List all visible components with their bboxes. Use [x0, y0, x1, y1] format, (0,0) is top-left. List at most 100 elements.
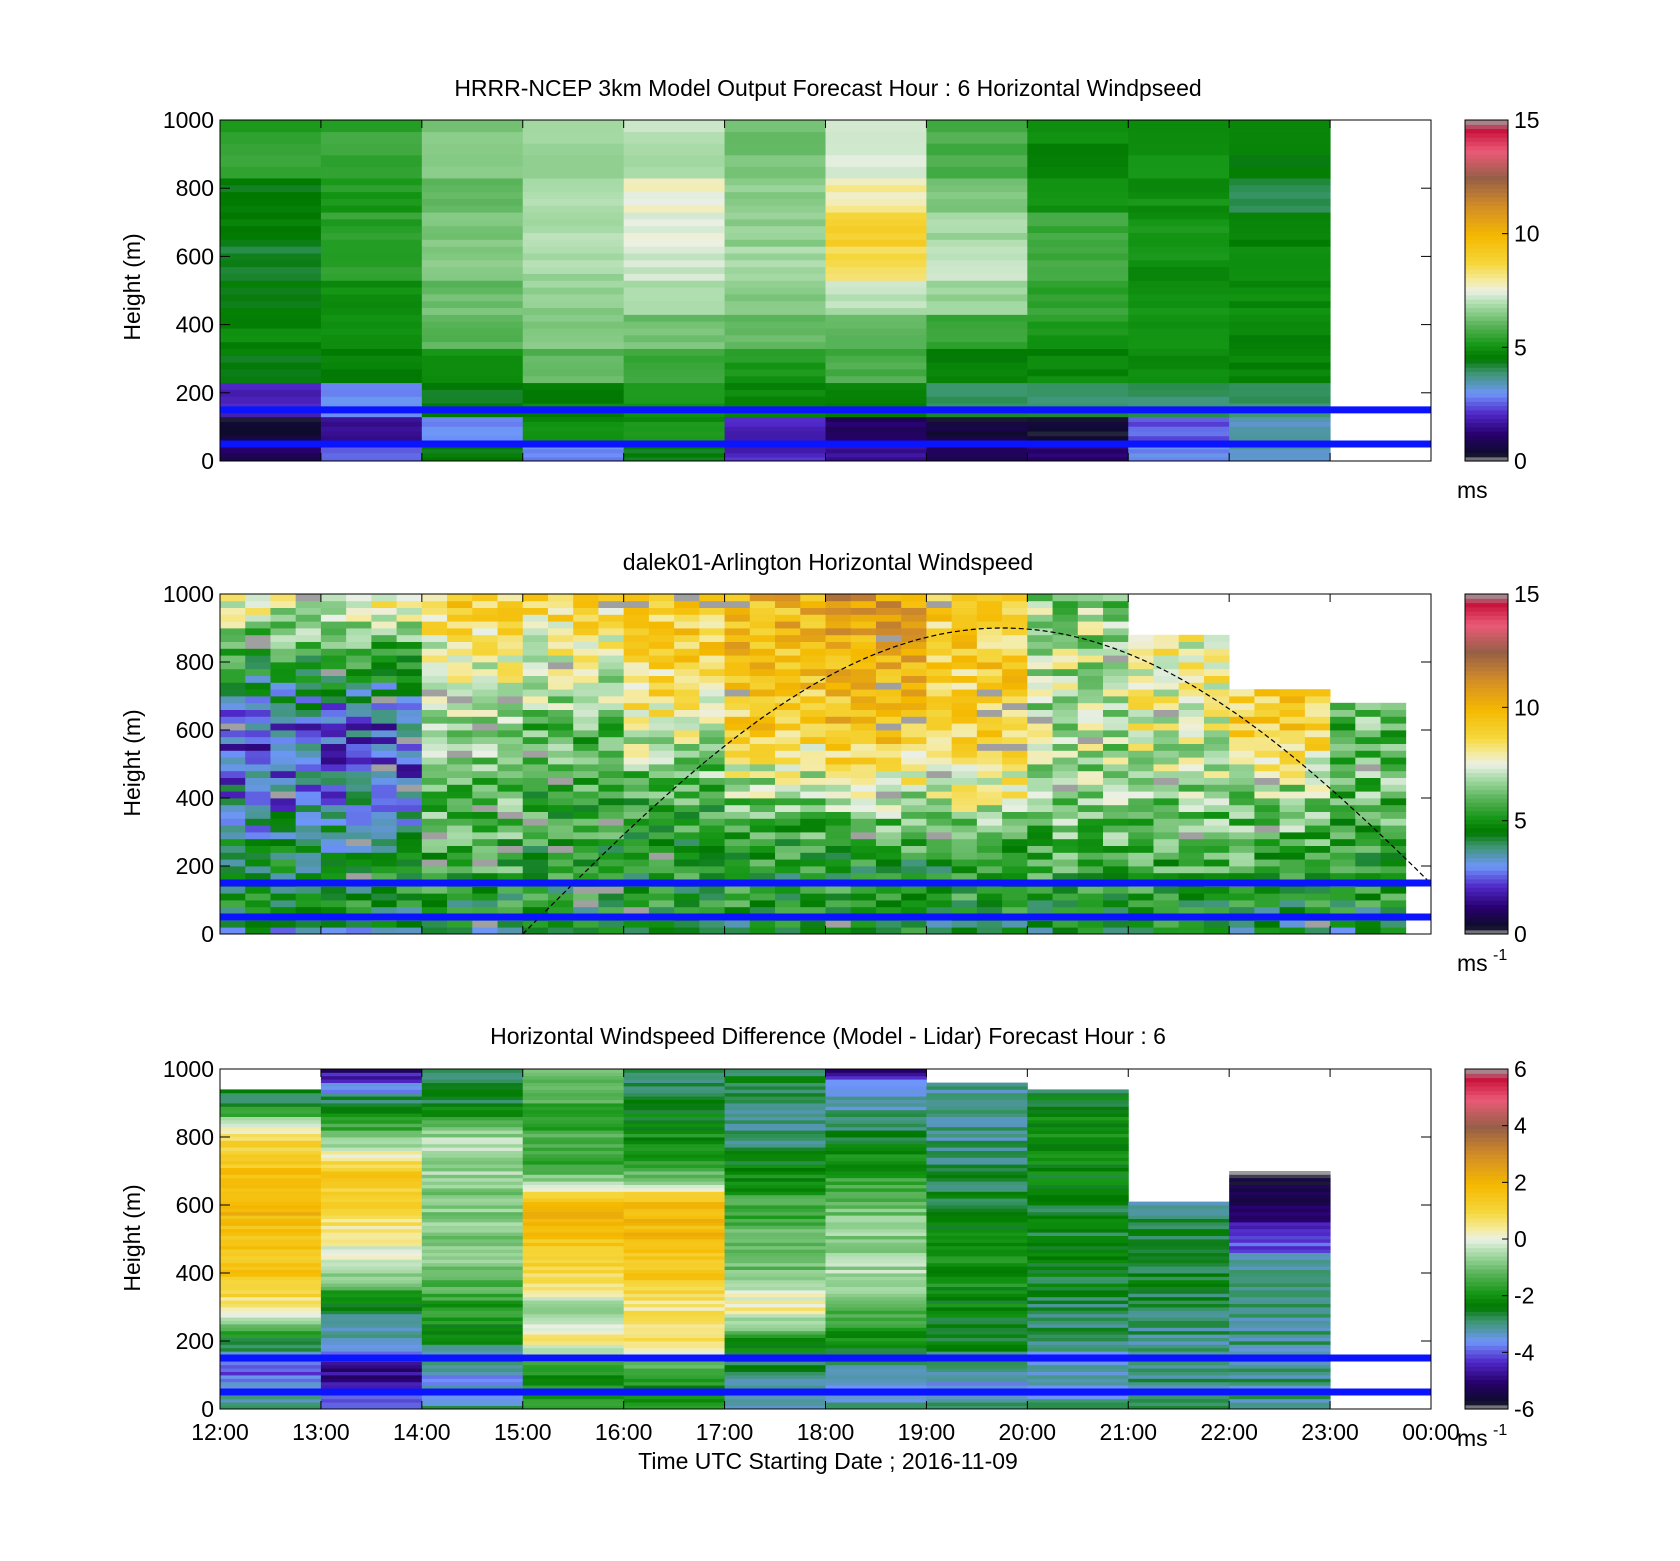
heatmap-cell	[497, 750, 524, 758]
heatmap-cell	[270, 920, 297, 928]
heatmap-cell	[901, 811, 927, 819]
heatmap-cell	[1103, 757, 1129, 765]
heatmap-cell	[371, 696, 398, 704]
heatmap-cell	[421, 1160, 524, 1165]
heatmap-cell	[1355, 770, 1381, 778]
heatmap-cell	[547, 750, 574, 758]
heatmap-cell	[926, 634, 953, 642]
heatmap-cell	[648, 648, 675, 656]
y-tick-label: 600	[176, 1192, 214, 1218]
heatmap-cell	[421, 300, 524, 309]
heatmap-cell	[1002, 607, 1028, 615]
heatmap-cell	[926, 764, 953, 772]
heatmap-cell	[1103, 723, 1129, 731]
heatmap-cell	[421, 1194, 524, 1199]
heatmap-cell	[1203, 900, 1230, 908]
heatmap-cell	[724, 1262, 826, 1267]
heatmap-cell	[926, 1167, 1028, 1172]
heatmap-cell	[371, 757, 398, 765]
heatmap-cell	[1103, 614, 1129, 622]
colorbar-swatch	[1465, 900, 1508, 905]
heatmap-cell	[421, 1092, 524, 1097]
colorbar-swatch	[1465, 1281, 1508, 1287]
heatmap-cell	[926, 804, 953, 812]
heatmap-cell	[547, 662, 574, 670]
heatmap-cell	[295, 866, 322, 874]
heatmap-cell	[320, 1347, 423, 1352]
heatmap-cell	[497, 791, 524, 799]
heatmap-cell	[926, 1320, 1028, 1325]
heatmap-cell	[1027, 1160, 1129, 1165]
heatmap-cell	[724, 232, 826, 240]
heatmap-cell	[421, 1252, 524, 1257]
heatmap-cell	[724, 1245, 826, 1250]
heatmap-cell	[623, 1330, 726, 1335]
heatmap-cell	[623, 1293, 726, 1298]
panel-title: Horizontal Windspeed Difference (Model -…	[490, 1023, 1166, 1049]
heatmap-cell	[346, 770, 372, 778]
heatmap-cell	[1077, 900, 1104, 908]
heatmap-cell	[1027, 900, 1053, 908]
heatmap-cell	[674, 736, 700, 744]
heatmap-cell	[472, 662, 498, 670]
heatmap-cell	[1229, 1256, 1331, 1260]
heatmap-cell	[648, 825, 675, 833]
heatmap-cell	[1027, 239, 1129, 247]
heatmap-cell	[421, 1398, 524, 1403]
heatmap-cell	[1380, 811, 1407, 819]
heatmap-cell	[1128, 177, 1230, 186]
heatmap-cell	[598, 900, 625, 908]
heatmap-cell	[623, 886, 650, 894]
colorbar-swatch	[1465, 1379, 1508, 1385]
heatmap-cell	[825, 634, 852, 642]
heatmap-cell	[825, 1347, 927, 1352]
heatmap-cell	[825, 1167, 927, 1172]
heatmap-cell	[850, 818, 877, 826]
heatmap-cell	[951, 825, 978, 833]
heatmap-cell	[220, 1232, 322, 1236]
heatmap-cell	[220, 1106, 322, 1111]
heatmap-cell	[1128, 641, 1154, 649]
heatmap-cell	[320, 300, 423, 309]
heatmap-cell	[522, 689, 549, 697]
heatmap-cell	[220, 798, 246, 806]
heatmap-cell	[825, 225, 927, 234]
heatmap-cell	[396, 655, 423, 663]
heatmap-cell	[850, 594, 877, 602]
heatmap-cell	[926, 852, 953, 860]
heatmap-cell	[1153, 730, 1180, 738]
heatmap-cell	[598, 798, 625, 806]
heatmap-cell	[875, 743, 902, 751]
heatmap-cell	[623, 1092, 726, 1097]
heatmap-cell	[724, 191, 826, 199]
heatmap-cell	[1128, 1330, 1230, 1335]
heatmap-cell	[926, 702, 953, 710]
heatmap-cell	[976, 641, 1003, 649]
heatmap-cell	[245, 818, 271, 826]
colorbar-swatch	[1465, 426, 1508, 432]
heatmap-cell	[346, 866, 372, 874]
heatmap-cell	[1203, 852, 1230, 860]
heatmap-cell	[295, 893, 322, 901]
heatmap-cell	[320, 396, 423, 404]
heatmap-cell	[724, 1171, 826, 1175]
heatmap-cell	[775, 784, 801, 792]
heatmap-cell	[825, 1269, 927, 1274]
heatmap-cell	[926, 1113, 1028, 1117]
heatmap-cell	[1128, 430, 1230, 437]
heatmap-cell	[1128, 920, 1154, 928]
heatmap-cell	[623, 421, 726, 427]
heatmap-cell	[522, 154, 625, 167]
heatmap-cell	[800, 845, 826, 853]
heatmap-cell	[447, 668, 473, 676]
heatmap-cell	[270, 736, 297, 744]
heatmap-cell	[1304, 920, 1331, 928]
heatmap-cell	[346, 600, 372, 608]
heatmap-cell	[724, 770, 751, 778]
heatmap-cell	[320, 1208, 423, 1213]
heatmap-cell	[1229, 1174, 1331, 1179]
heatmap-cell	[497, 927, 524, 935]
heatmap-cell	[547, 845, 574, 853]
heatmap-cell	[623, 1385, 726, 1389]
heatmap-cell	[976, 818, 1003, 826]
